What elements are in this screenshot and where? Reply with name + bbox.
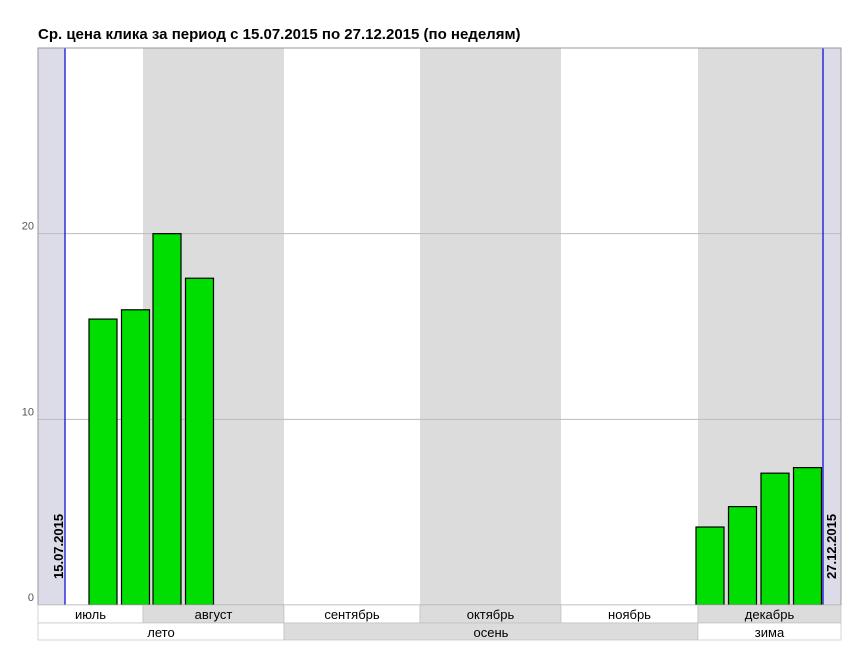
period-end-label: 27.12.2015 <box>824 514 839 579</box>
season-label: зима <box>755 625 785 640</box>
bar <box>695 526 725 606</box>
month-column-bg <box>420 48 561 605</box>
month-label: октябрь <box>467 607 515 622</box>
month-column-bg <box>561 48 698 605</box>
y-tick-label: 20 <box>22 221 34 233</box>
y-tick-label: 0 <box>28 592 34 604</box>
month-column-bg <box>284 48 420 605</box>
chart-title: Ср. цена клика за период с 15.07.2015 по… <box>38 26 521 43</box>
y-tick-label: 10 <box>22 406 34 418</box>
month-label: ноябрь <box>608 607 651 622</box>
season-band-cell <box>697 622 842 641</box>
bar <box>152 233 182 606</box>
season-label: осень <box>474 625 509 640</box>
month-label: август <box>195 607 233 622</box>
month-season-band-layer: июль август сентябрь октябрь ноябрь декабрь ле… <box>37 604 842 641</box>
bar <box>88 318 118 606</box>
period-marker-layer: 15.07.2015 27.12.2015 <box>51 48 839 605</box>
bar <box>184 277 215 606</box>
bar <box>120 309 151 606</box>
period-start-label: 15.07.2015 <box>51 514 66 579</box>
outside-period-right <box>823 48 841 605</box>
bar-layer <box>88 233 823 606</box>
month-label: декабрь <box>745 607 795 622</box>
bar <box>727 505 758 606</box>
bar <box>792 467 823 606</box>
month-label: сентябрь <box>324 607 380 622</box>
season-label: лето <box>147 625 174 640</box>
outside-period-left <box>38 48 65 605</box>
month-label: июль <box>75 607 106 622</box>
bar <box>760 472 790 606</box>
